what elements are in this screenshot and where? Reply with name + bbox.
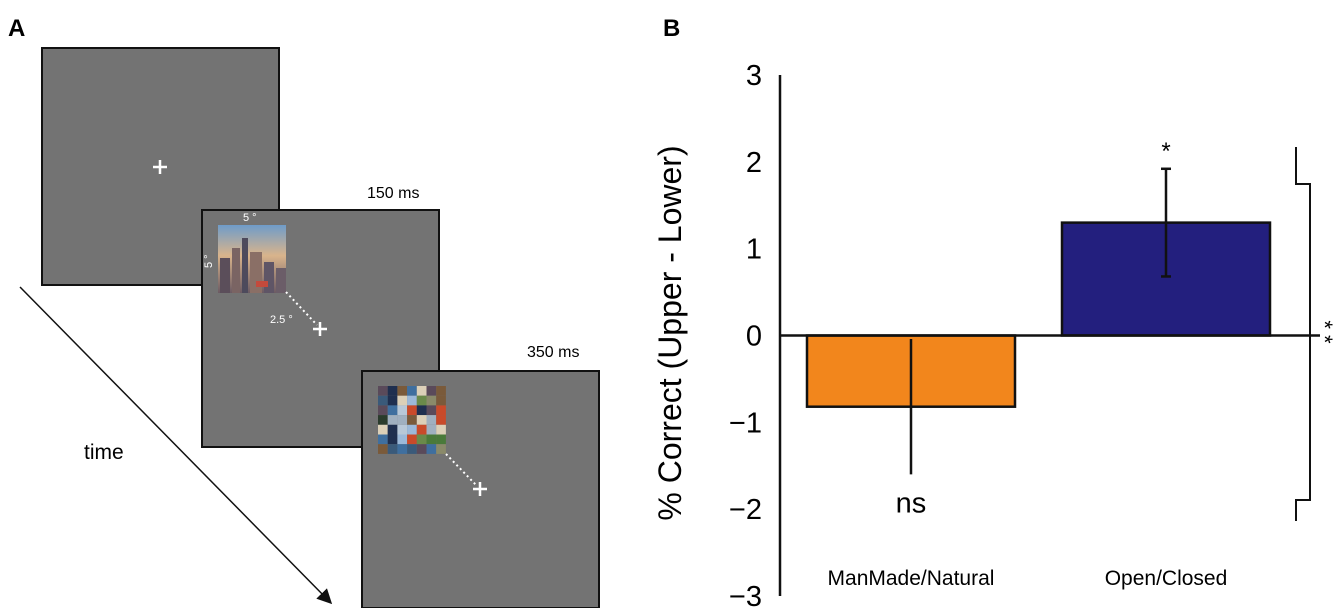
y-tick-label: 3 bbox=[746, 60, 762, 92]
mask-tile bbox=[397, 415, 408, 425]
eccentricity-label: 2.5 ° bbox=[270, 314, 293, 326]
y-tick-label: −2 bbox=[729, 494, 762, 526]
mask-tile bbox=[407, 434, 417, 445]
panel-b: B % Correct (Upper - Lower) 3 2 1 0 −1 −2 −3 n… bbox=[652, 15, 1337, 608]
y-axis-label: % Correct (Upper - Lower) bbox=[652, 145, 688, 520]
mask-tile bbox=[387, 415, 398, 425]
mask-tile bbox=[426, 405, 437, 416]
mask-tile bbox=[387, 434, 398, 445]
mask-tile bbox=[436, 434, 446, 445]
mask-tile bbox=[397, 405, 408, 416]
mask-tile bbox=[426, 415, 437, 425]
category-label: ManMade/Natural bbox=[828, 567, 995, 590]
panel-a: A time 5 ° 5 ° 2.5 ° 150 ms 350 m bbox=[8, 15, 600, 608]
fixation-cross bbox=[153, 160, 167, 174]
mask-tile bbox=[378, 444, 388, 454]
time-label: time bbox=[84, 441, 124, 464]
mask-tile bbox=[426, 424, 437, 435]
mask-tile bbox=[397, 386, 408, 396]
mask-tile bbox=[436, 405, 446, 416]
mask-tile bbox=[378, 415, 388, 425]
mask-tile bbox=[387, 405, 398, 416]
mask-tile bbox=[426, 395, 437, 406]
mask-tile bbox=[397, 395, 408, 406]
mask-tile bbox=[407, 405, 417, 416]
mask-tile bbox=[436, 415, 446, 425]
mask-tile bbox=[416, 386, 427, 396]
mask-tile bbox=[416, 405, 427, 416]
mask-tile bbox=[387, 395, 398, 406]
mask-tile bbox=[416, 444, 427, 454]
mask-tile bbox=[407, 424, 417, 435]
significance-bracket bbox=[1295, 147, 1311, 521]
error-bars bbox=[909, 167, 1171, 475]
significance-label: * * bbox=[1312, 320, 1337, 344]
mask-tile bbox=[387, 424, 398, 435]
bar-annotation: * bbox=[1161, 138, 1170, 165]
mask-tile bbox=[416, 415, 427, 425]
mask-tile bbox=[436, 386, 446, 396]
mask-tile bbox=[426, 434, 437, 445]
mask-tile bbox=[378, 424, 388, 435]
y-tick-label: −1 bbox=[729, 407, 762, 439]
category-label: Open/Closed bbox=[1105, 567, 1228, 590]
mask-tile bbox=[426, 386, 437, 396]
mask-tile bbox=[387, 444, 398, 454]
mask-tile bbox=[436, 424, 446, 435]
mask-tile bbox=[436, 444, 446, 454]
y-tick-label: 2 bbox=[746, 147, 762, 179]
size-label-top: 5 ° bbox=[243, 212, 257, 224]
mask-tile bbox=[416, 424, 427, 435]
scene-duration-label: 150 ms bbox=[367, 185, 419, 202]
mask-tile bbox=[397, 424, 408, 435]
mask-tile bbox=[407, 395, 417, 406]
mask-tile bbox=[416, 434, 427, 445]
mask-tile bbox=[407, 415, 417, 425]
mask-tile bbox=[387, 386, 398, 396]
x-axis-labels: ManMade/Natural Open/Closed bbox=[828, 567, 1228, 590]
y-axis: 3 2 1 0 −1 −2 −3 bbox=[729, 60, 762, 608]
mask-duration-label: 350 ms bbox=[527, 344, 579, 361]
bar-annotation: ns bbox=[896, 487, 927, 519]
mask-tile bbox=[407, 444, 417, 454]
bars bbox=[805, 221, 1272, 408]
scene-image bbox=[218, 225, 286, 293]
mask-tile bbox=[426, 444, 437, 454]
fixation-cross bbox=[473, 482, 487, 496]
panel-b-letter: B bbox=[663, 15, 680, 42]
mask-tile bbox=[378, 434, 388, 445]
panel-a-letter: A bbox=[8, 15, 25, 42]
size-label-side: 5 ° bbox=[203, 254, 215, 268]
y-tick-label: 1 bbox=[746, 234, 762, 266]
fixation-cross bbox=[313, 322, 327, 336]
mask-tile bbox=[416, 395, 427, 406]
time-arrow bbox=[19, 286, 333, 605]
mask-tile bbox=[436, 395, 446, 406]
mask-tile bbox=[397, 444, 408, 454]
mask-tile bbox=[378, 386, 388, 396]
mask-tile bbox=[378, 405, 388, 416]
mask-tile bbox=[397, 434, 408, 445]
mask-screen: 350 ms bbox=[361, 344, 600, 608]
bar-annotations: ns * bbox=[896, 138, 1171, 520]
y-tick-label: −3 bbox=[729, 581, 762, 608]
mask-tile bbox=[378, 395, 388, 406]
mask-image bbox=[378, 386, 446, 454]
y-tick-label: 0 bbox=[746, 321, 762, 353]
mask-tile bbox=[407, 386, 417, 396]
